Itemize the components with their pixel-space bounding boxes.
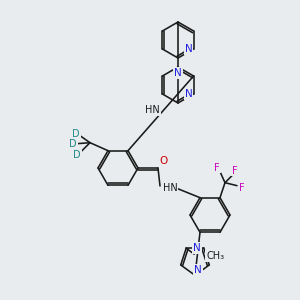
Text: F: F — [214, 163, 220, 173]
Text: D: D — [73, 150, 81, 160]
Text: F: F — [232, 166, 238, 176]
Text: D: D — [72, 129, 80, 139]
Text: N: N — [194, 265, 202, 275]
Text: O: O — [159, 156, 167, 166]
Text: HN: HN — [163, 183, 177, 193]
Text: N: N — [174, 68, 182, 78]
Text: CH₃: CH₃ — [206, 251, 224, 261]
Text: F: F — [239, 183, 245, 193]
Text: D: D — [69, 139, 77, 149]
Text: N: N — [193, 243, 201, 253]
Text: N: N — [185, 44, 193, 54]
Text: N: N — [185, 89, 193, 99]
Text: HN: HN — [146, 105, 160, 115]
